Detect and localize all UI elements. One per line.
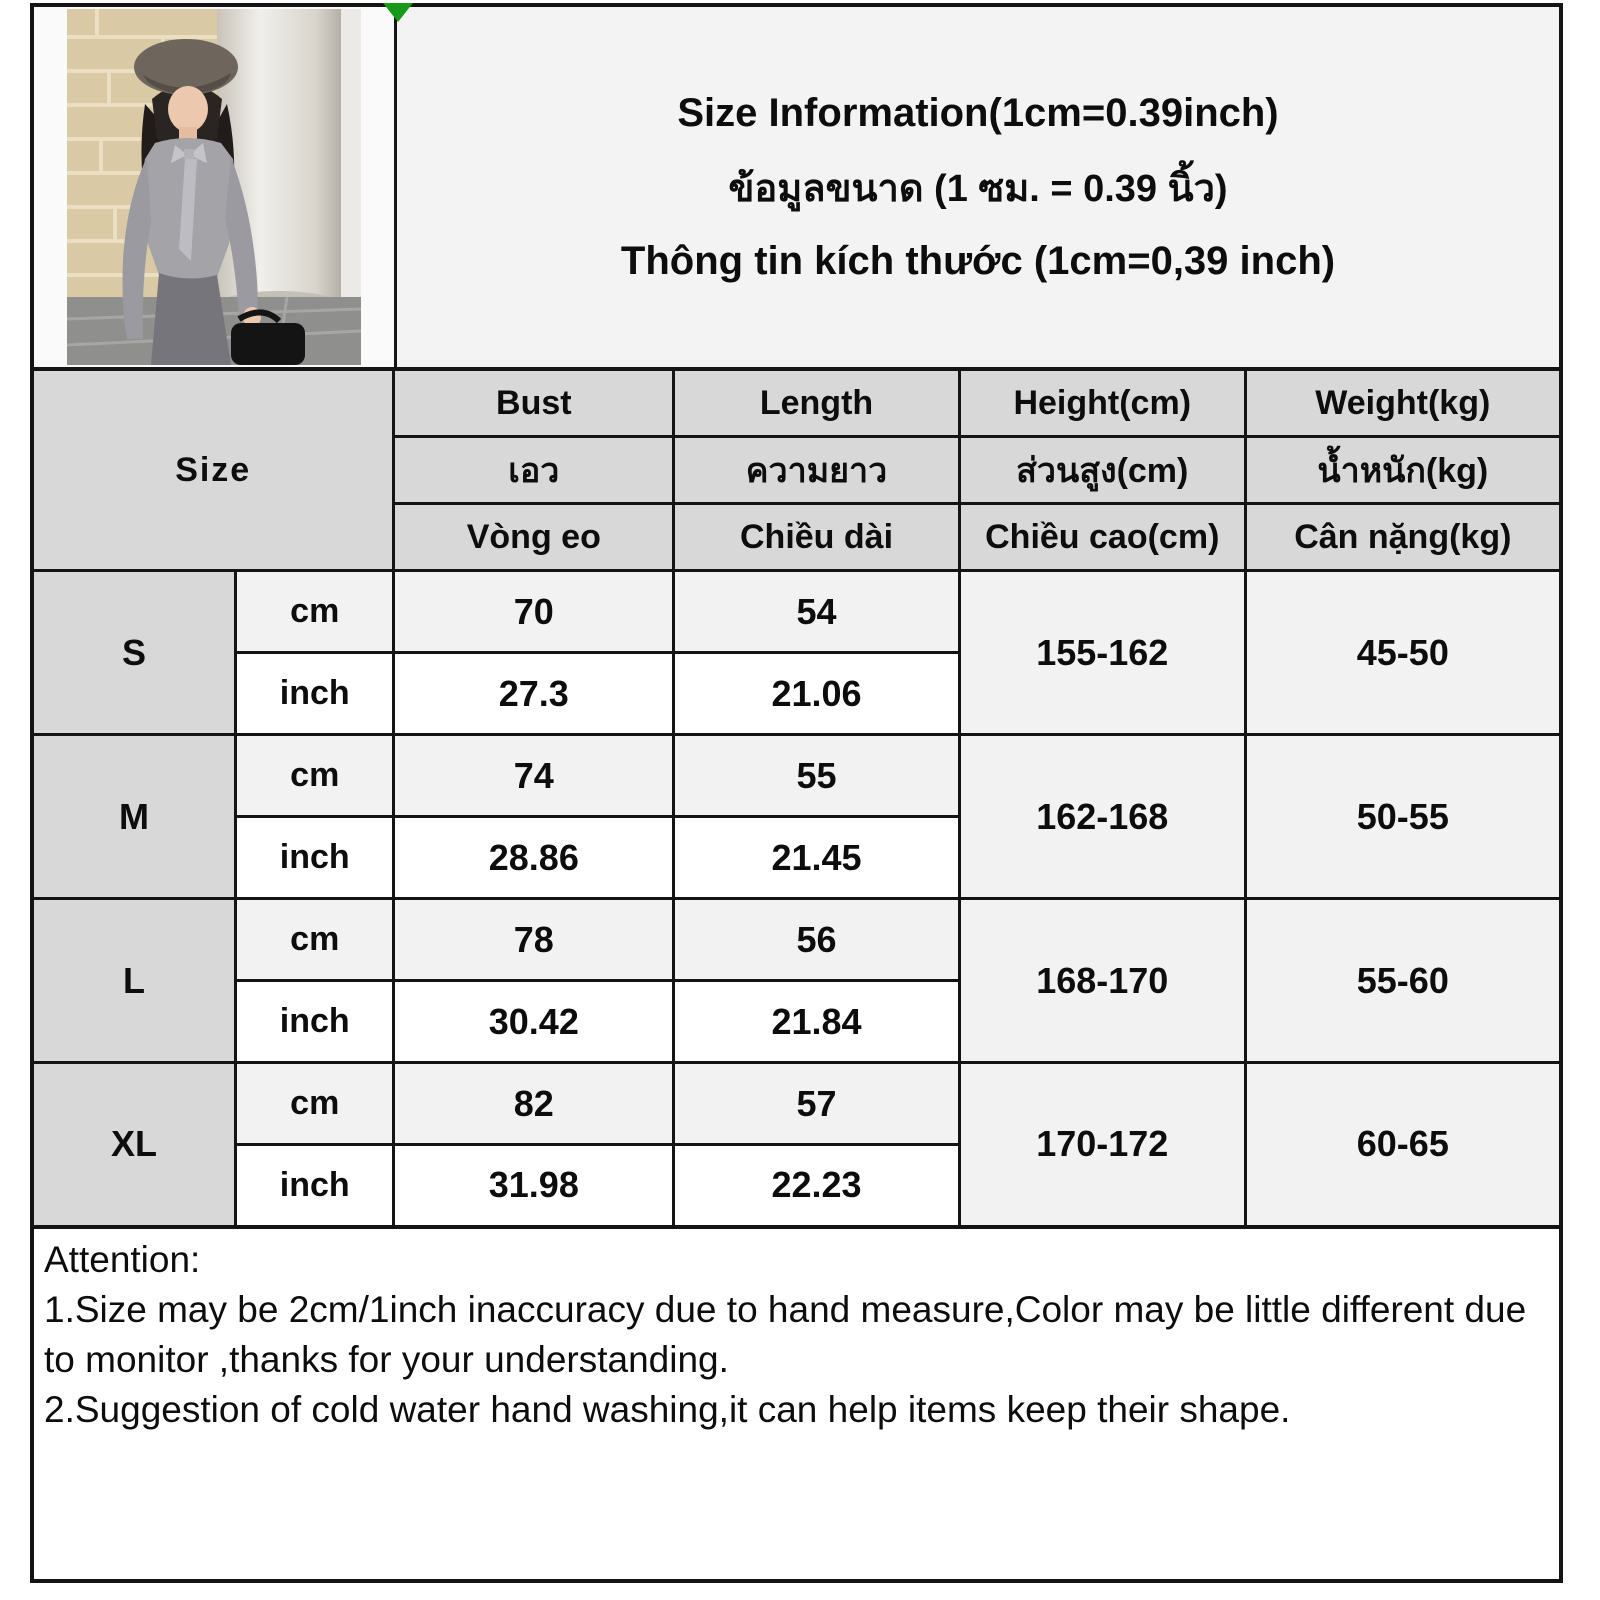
- length-value-inch: 22.23: [672, 1143, 961, 1228]
- length-value-inch: 21.84: [672, 979, 961, 1064]
- size-row-s-cm: S cm 70 54 155-162 45-50: [30, 569, 1563, 736]
- attention-notes: Attention: 1.Size may be 2cm/1inch inacc…: [30, 1224, 1563, 1583]
- table-header-row-vi: Vòng eo Chiều dài Chiều cao(cm) Cân nặng…: [32, 502, 1563, 572]
- bust-value-inch: 31.98: [392, 1143, 676, 1228]
- title-thai: ข้อมูลขนาด (1 ซม. = 0.39 นิ้ว): [728, 167, 1228, 210]
- length-value-inch: 21.45: [672, 815, 961, 900]
- height-value: 168-170: [957, 897, 1247, 1064]
- green-flag-icon: [383, 3, 413, 22]
- header-height-en: Height(cm): [957, 367, 1247, 438]
- bust-value-cm: 74: [392, 733, 676, 818]
- table-header-row-en: Size Bust Length Height(cm) Weight(kg): [30, 367, 1563, 572]
- height-value: 155-162: [957, 569, 1247, 736]
- header-length-vi: Chiều dài: [672, 502, 961, 572]
- header-height-th: ส่วนสูง(cm): [957, 435, 1247, 505]
- unit-label-cm: cm: [234, 897, 396, 982]
- size-label: XL: [30, 1061, 238, 1228]
- length-value-cm: 55: [672, 733, 961, 818]
- title-english: Size Information(1cm=0.39inch): [677, 90, 1279, 135]
- bust-value-inch: 30.42: [392, 979, 676, 1064]
- attention-note-2: 2.Suggestion of cold water hand washing,…: [44, 1389, 1291, 1431]
- header-weight-vi: Cân nặng(kg): [1243, 502, 1563, 572]
- length-value-cm: 57: [672, 1061, 961, 1146]
- header-height-vi: Chiều cao(cm): [957, 502, 1247, 572]
- table-header-row-th: เอว ความยาว ส่วนสูง(cm) น้ำหนัก(kg): [32, 435, 1563, 505]
- size-column-header: Size: [30, 367, 396, 572]
- size-label: M: [30, 733, 238, 900]
- weight-value: 60-65: [1243, 1061, 1563, 1228]
- size-label: L: [30, 897, 238, 1064]
- unit-label-inch: inch: [234, 1143, 396, 1228]
- product-photo: [34, 7, 397, 367]
- title-vietnamese: Thông tin kích thước (1cm=0,39 inch): [620, 238, 1336, 283]
- weight-value: 55-60: [1243, 897, 1563, 1064]
- height-value: 162-168: [957, 733, 1247, 900]
- size-chart-sheet: Size Information(1cm=0.39inch) ข้อมูลขนา…: [30, 3, 1563, 1583]
- header-bust-th: เอว: [392, 435, 676, 505]
- bust-value-inch: 28.86: [392, 815, 676, 900]
- header-length-th: ความยาว: [672, 435, 961, 505]
- size-row-xl-cm: XL cm 82 57 170-172 60-65: [30, 1061, 1563, 1228]
- header-bust-vi: Vòng eo: [392, 502, 676, 572]
- bust-value-inch: 27.3: [392, 651, 676, 736]
- height-value: 170-172: [957, 1061, 1247, 1228]
- unit-label-inch: inch: [234, 651, 396, 736]
- bust-value-cm: 78: [392, 897, 676, 982]
- unit-label-cm: cm: [234, 733, 396, 818]
- unit-label-cm: cm: [234, 1061, 396, 1146]
- size-row-l-cm: L cm 78 56 168-170 55-60: [30, 897, 1563, 1064]
- unit-label-cm: cm: [234, 569, 396, 654]
- size-label: S: [30, 569, 238, 736]
- size-row-m-inch: inch 28.86 21.45: [32, 815, 1561, 900]
- unit-label-inch: inch: [234, 979, 396, 1064]
- unit-label-inch: inch: [234, 815, 396, 900]
- attention-heading: Attention:: [44, 1238, 201, 1280]
- size-row-l-inch: inch 30.42 21.84: [32, 979, 1561, 1064]
- size-row-s-inch: inch 27.3 21.06: [32, 651, 1561, 736]
- length-value-inch: 21.06: [672, 651, 961, 736]
- size-row-m-cm: M cm 74 55 162-168 50-55: [30, 733, 1563, 900]
- size-table: Size Bust Length Height(cm) Weight(kg) เ…: [30, 367, 1563, 1229]
- top-section: Size Information(1cm=0.39inch) ข้อมูลขนา…: [30, 3, 1563, 371]
- model-photo-illustration: [67, 9, 361, 365]
- weight-value: 50-55: [1243, 733, 1563, 900]
- bust-value-cm: 82: [392, 1061, 676, 1146]
- size-row-xl-inch: inch 31.98 22.23: [32, 1143, 1561, 1228]
- length-value-cm: 54: [672, 569, 961, 654]
- header-bust-en: Bust: [392, 367, 676, 438]
- weight-value: 45-50: [1243, 569, 1563, 736]
- attention-note-1: 1.Size may be 2cm/1inch inaccuracy due t…: [44, 1288, 1527, 1381]
- bust-value-cm: 70: [392, 569, 676, 654]
- size-information-title-block: Size Information(1cm=0.39inch) ข้อมูลขนา…: [397, 7, 1559, 367]
- length-value-cm: 56: [672, 897, 961, 982]
- header-length-en: Length: [672, 367, 961, 438]
- header-weight-th: น้ำหนัก(kg): [1243, 435, 1563, 505]
- header-weight-en: Weight(kg): [1243, 367, 1563, 438]
